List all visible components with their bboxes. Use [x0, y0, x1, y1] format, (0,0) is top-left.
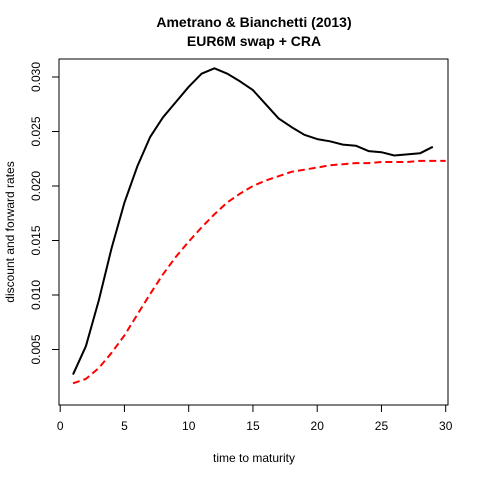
x-axis: 0 5 10 15 20 25 30: [57, 405, 453, 433]
y-tick-label: 0.020: [29, 171, 43, 201]
plot-frame: [58, 58, 449, 406]
x-tick-label: 30: [439, 419, 453, 433]
series-line-1: [72, 67, 434, 376]
series-line-2: [72, 159, 446, 385]
series-layer: [72, 67, 446, 385]
x-tick-label: 20: [311, 419, 325, 433]
x-tick-label: 5: [121, 419, 128, 433]
x-tick-label: 10: [182, 419, 196, 433]
y-tick-label: 0.015: [29, 225, 43, 255]
x-tick-label: 0: [57, 419, 64, 433]
x-tick-label: 25: [375, 419, 389, 433]
y-tick-label: 0.005: [29, 334, 43, 364]
chart-title-line2: EUR6M swap + CRA: [187, 33, 321, 49]
y-tick-label: 0.025: [29, 116, 43, 146]
chart-title-line1: Ametrano & Bianchetti (2013): [156, 14, 351, 30]
x-tick-label: 15: [246, 419, 260, 433]
y-tick-label: 0.010: [29, 280, 43, 310]
y-axis: 0.005 0.010 0.015 0.020 0.025 0.030: [29, 62, 59, 365]
y-tick-label: 0.030: [29, 62, 43, 92]
x-axis-label: time to maturity: [213, 451, 295, 465]
y-axis-label: discount and forward rates: [3, 161, 17, 302]
